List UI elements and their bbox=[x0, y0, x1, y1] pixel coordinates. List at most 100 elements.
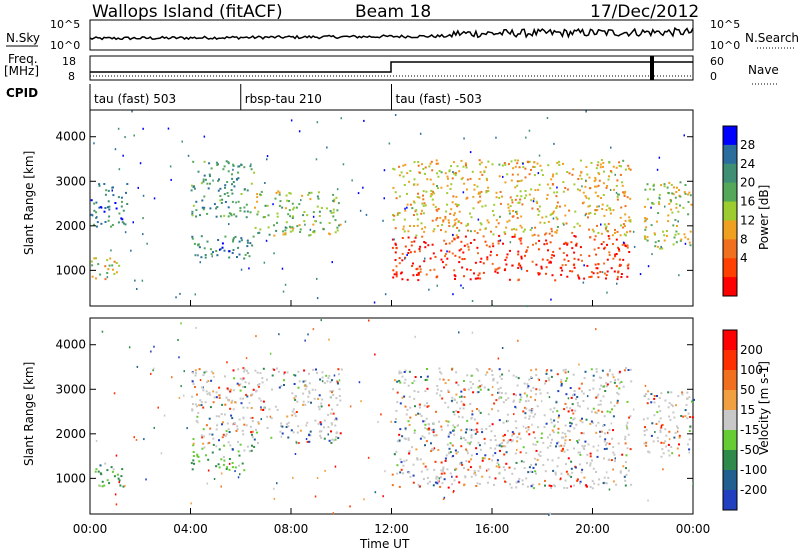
heatmap-cell bbox=[451, 252, 454, 255]
heatmap-cell bbox=[671, 211, 674, 214]
heatmap-cell bbox=[556, 465, 559, 468]
heatmap-cell bbox=[581, 444, 584, 447]
heatmap-cell bbox=[202, 389, 205, 392]
heatmap-cell bbox=[609, 401, 612, 404]
heatmap-cell bbox=[516, 184, 519, 187]
heatmap-cell bbox=[270, 417, 273, 420]
heatmap-cell bbox=[608, 428, 611, 431]
heatmap-cell bbox=[424, 427, 427, 430]
heatmap-cell bbox=[578, 405, 581, 408]
heatmap-cell bbox=[111, 224, 114, 226]
heatmap-cell bbox=[192, 383, 195, 386]
heatmap-cell bbox=[479, 411, 482, 414]
heatmap-cell bbox=[566, 275, 569, 278]
heatmap-cell bbox=[502, 242, 504, 245]
heatmap-cell bbox=[241, 462, 244, 465]
heatmap-cell bbox=[627, 267, 630, 270]
heatmap-cell bbox=[257, 421, 260, 423]
cpid-row: tau (fast) 503 rbsp-tau 210 tau (fast) -50… bbox=[89, 84, 482, 110]
heatmap-cell bbox=[439, 216, 442, 219]
heatmap-cell bbox=[218, 439, 220, 442]
heatmap-cell bbox=[232, 423, 234, 426]
heatmap-cell bbox=[528, 409, 531, 412]
heatmap-cell bbox=[575, 398, 577, 401]
heatmap-cell bbox=[437, 449, 440, 451]
heatmap-cell bbox=[312, 368, 315, 371]
heatmap-cell bbox=[653, 395, 656, 397]
heatmap-cell bbox=[222, 168, 225, 171]
heatmap-cell bbox=[460, 390, 463, 393]
heatmap-cell bbox=[318, 430, 321, 433]
heatmap-cell bbox=[311, 388, 314, 391]
heatmap-cell bbox=[407, 420, 410, 423]
heatmap-cell bbox=[691, 416, 694, 419]
heatmap-cell bbox=[94, 470, 97, 473]
heatmap-cell bbox=[200, 256, 203, 259]
heatmap-cell bbox=[399, 402, 402, 405]
heatmap-cell bbox=[242, 377, 245, 380]
heatmap-cell bbox=[399, 458, 402, 461]
heatmap-cell bbox=[334, 424, 337, 427]
heatmap-cell bbox=[516, 194, 519, 197]
heatmap-cell bbox=[442, 220, 445, 223]
heatmap-cell bbox=[334, 219, 337, 222]
heatmap-cell bbox=[246, 245, 249, 248]
heatmap-cell bbox=[545, 239, 548, 242]
heatmap-cell bbox=[436, 217, 439, 219]
heatmap-cell bbox=[621, 243, 624, 246]
heatmap-cell bbox=[615, 191, 618, 194]
heatmap-cell bbox=[537, 453, 540, 456]
heatmap-cell bbox=[406, 172, 409, 175]
heatmap-cell bbox=[197, 244, 200, 247]
heatmap-cell bbox=[499, 449, 501, 452]
heatmap-cell bbox=[491, 393, 494, 396]
heatmap-cell bbox=[623, 225, 626, 227]
heatmap-cell bbox=[580, 382, 583, 385]
heatmap-cell bbox=[437, 187, 439, 190]
heatmap-cell bbox=[545, 232, 548, 235]
heatmap-cell bbox=[120, 205, 123, 208]
heatmap-cell bbox=[547, 249, 549, 252]
heatmap-cell bbox=[394, 251, 397, 254]
heatmap-cell bbox=[394, 259, 397, 261]
heatmap-cell bbox=[468, 460, 471, 463]
heatmap-cell bbox=[512, 393, 515, 396]
heatmap-cell bbox=[227, 162, 230, 165]
heatmap-cell bbox=[617, 442, 620, 445]
heatmap-cell bbox=[552, 410, 554, 413]
heatmap-cell bbox=[473, 472, 475, 475]
heatmap-cell bbox=[321, 380, 324, 383]
heatmap-cell bbox=[121, 468, 124, 471]
heatmap-cell bbox=[118, 168, 121, 171]
heatmap-cell bbox=[486, 219, 489, 222]
heatmap-cell bbox=[217, 189, 220, 192]
heatmap-cell bbox=[530, 463, 533, 466]
heatmap-cell bbox=[537, 248, 540, 251]
heatmap-cell bbox=[326, 146, 328, 149]
heatmap-cell bbox=[444, 172, 447, 175]
heatmap-cell bbox=[255, 390, 257, 393]
heatmap-cell bbox=[307, 333, 309, 336]
heatmap-cell bbox=[394, 191, 397, 194]
heatmap-cell bbox=[426, 402, 429, 405]
heatmap-cell bbox=[561, 264, 564, 267]
heatmap-cell bbox=[404, 405, 407, 408]
heatmap-cell bbox=[480, 384, 483, 387]
heatmap-cell bbox=[688, 438, 691, 441]
heatmap-cell bbox=[206, 182, 209, 185]
freq-panel: Freq. [MHz] 18 8 60 0 Nave bbox=[4, 52, 779, 85]
heatmap-cell bbox=[344, 220, 347, 223]
heatmap-cell bbox=[578, 463, 581, 466]
heatmap-cell bbox=[435, 477, 438, 480]
heatmap-cell bbox=[404, 369, 407, 372]
heatmap-cell bbox=[203, 174, 206, 177]
heatmap-cell bbox=[602, 482, 605, 485]
heatmap-cell bbox=[237, 450, 240, 453]
heatmap-cell bbox=[511, 434, 514, 437]
heatmap-cell bbox=[415, 234, 418, 237]
heatmap-cell bbox=[232, 238, 235, 241]
heatmap-cell bbox=[523, 197, 526, 200]
heatmap-cell bbox=[342, 163, 345, 166]
heatmap-cell bbox=[284, 226, 287, 229]
heatmap-cell bbox=[456, 401, 458, 404]
